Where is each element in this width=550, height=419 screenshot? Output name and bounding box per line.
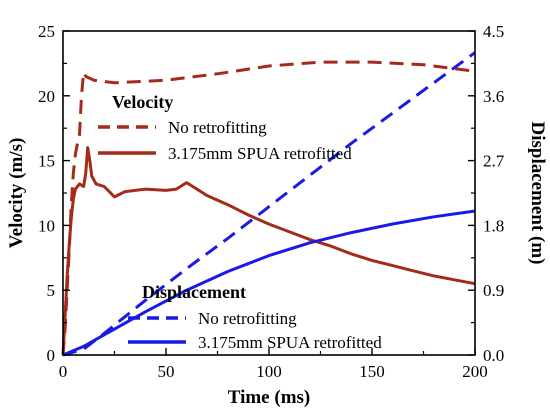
series-line-3 xyxy=(62,209,476,357)
legend-displacement-dashed-label: No retrofitting xyxy=(198,309,297,328)
legend-velocity-solid-label: 3.175mm SPUA retrofitted xyxy=(168,144,352,163)
legend-displacement-title: Displacement xyxy=(142,282,246,302)
legend-velocity: Velocity No retrofitting 3.175mm SPUA re… xyxy=(98,92,352,163)
y-axis-right-title: Displacement (m) xyxy=(527,122,548,265)
labels-layer: 0 50 100 150 200 0 5 10 15 20 25 0.0 0.9 1.8 2.7 3.6 4.5 xyxy=(38,22,505,381)
legend-displacement: Displacement No retrofitting 3.175mm SPU… xyxy=(128,282,382,352)
legend-velocity-title: Velocity xyxy=(112,92,173,112)
x-tick-label: 150 xyxy=(359,362,385,381)
y-left-tick-label: 15 xyxy=(38,152,55,171)
y-left-tick-label: 10 xyxy=(38,216,55,235)
y-left-tick-label: 25 xyxy=(38,22,55,41)
y-left-tick-label: 5 xyxy=(47,281,56,300)
y-right-tick-label: 0.9 xyxy=(483,281,504,300)
legend-displacement-solid-label: 3.175mm SPUA retrofitted xyxy=(198,333,382,352)
series-line-2 xyxy=(62,51,476,357)
x-tick-label: 0 xyxy=(59,362,68,381)
x-axis-title: Time (ms) xyxy=(228,387,311,408)
y-right-tick-label: 3.6 xyxy=(483,87,504,106)
y-axis-left-title: Velocity (m/s) xyxy=(6,138,27,249)
y-left-tick-label: 0 xyxy=(47,346,56,365)
series-layer xyxy=(61,51,476,357)
ticks-layer xyxy=(62,30,476,356)
y-right-tick-label: 4.5 xyxy=(483,22,504,41)
y-right-tick-label: 0.0 xyxy=(483,346,504,365)
series-line-1 xyxy=(61,146,476,356)
legend-velocity-dashed-label: No retrofitting xyxy=(168,118,267,137)
y-left-tick-label: 20 xyxy=(38,87,55,106)
x-tick-label: 50 xyxy=(158,362,175,381)
x-tick-label: 100 xyxy=(256,362,282,381)
y-right-tick-label: 2.7 xyxy=(483,152,505,171)
y-right-tick-label: 1.8 xyxy=(483,216,504,235)
x-tick-label: 200 xyxy=(462,362,488,381)
